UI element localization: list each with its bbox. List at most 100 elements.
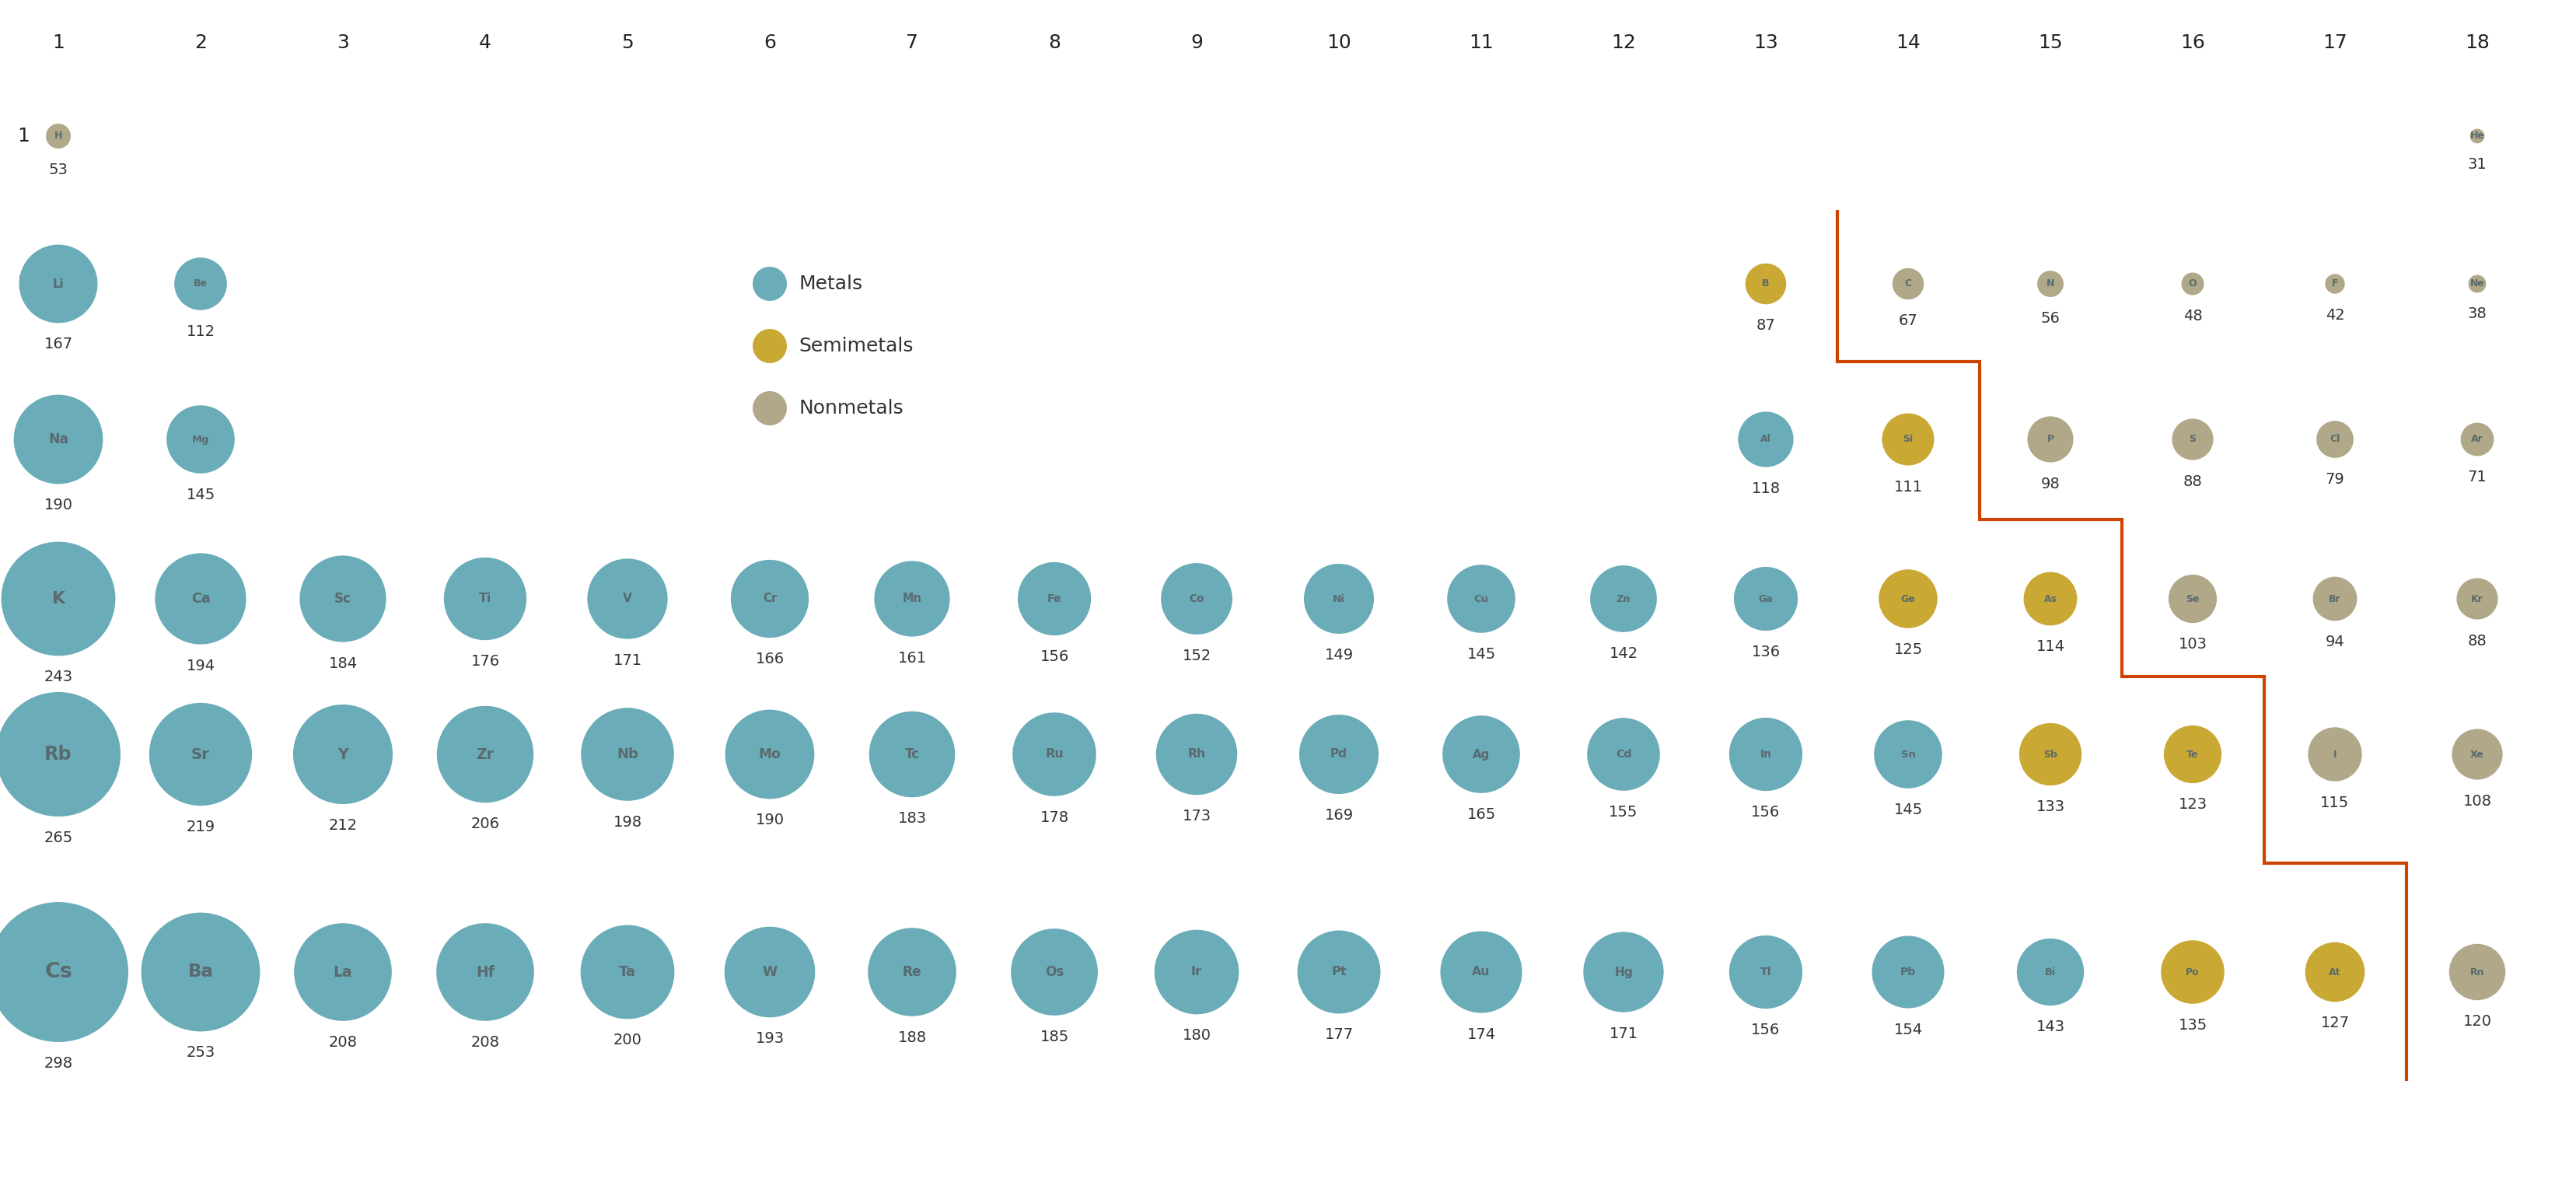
Text: Metals: Metals — [799, 275, 863, 293]
Text: P: P — [2048, 434, 2053, 445]
Ellipse shape — [2452, 728, 2504, 780]
Ellipse shape — [2308, 727, 2362, 781]
Ellipse shape — [142, 913, 260, 1031]
Text: 177: 177 — [1324, 1027, 1352, 1043]
Text: 243: 243 — [44, 670, 72, 684]
Text: 5: 5 — [18, 745, 28, 763]
Text: Si: Si — [1904, 434, 1914, 445]
Text: 31: 31 — [2468, 158, 2486, 172]
Text: 161: 161 — [896, 651, 927, 665]
Text: Pd: Pd — [1329, 749, 1347, 761]
Text: Tc: Tc — [904, 748, 920, 762]
Ellipse shape — [2313, 576, 2357, 621]
Text: 18: 18 — [2465, 33, 2488, 53]
Text: 71: 71 — [2468, 470, 2486, 484]
Ellipse shape — [1012, 713, 1097, 797]
Text: 156: 156 — [1752, 1023, 1780, 1037]
Text: 123: 123 — [2179, 798, 2208, 812]
Text: Cs: Cs — [44, 962, 72, 982]
Ellipse shape — [175, 257, 227, 310]
Text: 190: 190 — [755, 813, 783, 828]
Ellipse shape — [1162, 563, 1231, 634]
Text: 2: 2 — [18, 275, 28, 293]
Text: Cu: Cu — [1473, 593, 1489, 604]
Text: 3: 3 — [337, 33, 350, 53]
Text: 9: 9 — [1190, 33, 1203, 53]
Text: 7: 7 — [907, 33, 917, 53]
Text: N: N — [2045, 279, 2056, 289]
Text: He: He — [2470, 132, 2486, 141]
Ellipse shape — [13, 395, 103, 484]
Text: 171: 171 — [613, 653, 641, 667]
Text: Sn: Sn — [1901, 749, 1917, 759]
Text: Cr: Cr — [762, 593, 778, 605]
Text: Os: Os — [1046, 965, 1064, 980]
Text: Mn: Mn — [902, 593, 922, 605]
Text: Te: Te — [2187, 749, 2200, 759]
Text: B: B — [1762, 279, 1770, 289]
Text: 13: 13 — [1754, 33, 1777, 53]
Text: 79: 79 — [2326, 472, 2344, 487]
Ellipse shape — [1728, 718, 1803, 791]
Text: I: I — [2334, 749, 2336, 759]
Ellipse shape — [1018, 562, 1092, 635]
Ellipse shape — [2460, 422, 2494, 456]
Text: Ti: Ti — [479, 593, 492, 605]
Ellipse shape — [2038, 270, 2063, 297]
Text: 135: 135 — [2179, 1018, 2208, 1032]
Ellipse shape — [18, 245, 98, 323]
Text: F: F — [2331, 279, 2339, 289]
Text: 88: 88 — [2468, 634, 2486, 648]
Text: 206: 206 — [471, 817, 500, 831]
Ellipse shape — [2458, 578, 2499, 620]
Text: 185: 185 — [1041, 1030, 1069, 1044]
Ellipse shape — [580, 925, 675, 1019]
Ellipse shape — [2470, 129, 2483, 144]
Text: Cd: Cd — [1615, 749, 1631, 759]
Text: Mg: Mg — [191, 434, 209, 445]
Text: Ar: Ar — [2470, 434, 2483, 445]
Text: S: S — [2190, 434, 2197, 445]
Ellipse shape — [2326, 274, 2344, 294]
Ellipse shape — [868, 712, 956, 798]
Ellipse shape — [438, 706, 533, 803]
Ellipse shape — [1734, 567, 1798, 630]
Ellipse shape — [1878, 569, 1937, 628]
Text: Sc: Sc — [335, 592, 350, 606]
Ellipse shape — [2306, 942, 2365, 1002]
Text: Semimetals: Semimetals — [799, 337, 914, 355]
Text: 166: 166 — [755, 652, 783, 666]
Text: 111: 111 — [1893, 480, 1922, 494]
Text: 3: 3 — [18, 431, 28, 448]
Text: Mo: Mo — [757, 748, 781, 762]
Text: 198: 198 — [613, 814, 641, 830]
Text: Re: Re — [902, 965, 922, 980]
Ellipse shape — [0, 692, 121, 817]
Text: Na: Na — [49, 433, 70, 446]
Text: 2: 2 — [193, 33, 206, 53]
Text: H: H — [54, 132, 62, 141]
Ellipse shape — [1728, 935, 1803, 1008]
Ellipse shape — [1440, 932, 1522, 1013]
Text: 169: 169 — [1324, 808, 1352, 823]
Text: 176: 176 — [471, 654, 500, 669]
Text: Ca: Ca — [191, 592, 211, 606]
Text: Kr: Kr — [2470, 593, 2483, 604]
Text: 120: 120 — [2463, 1014, 2491, 1029]
Text: 127: 127 — [2321, 1015, 2349, 1031]
Text: 167: 167 — [44, 337, 72, 352]
Text: 193: 193 — [755, 1031, 783, 1046]
Text: 103: 103 — [2179, 637, 2208, 652]
Text: 4: 4 — [18, 590, 28, 608]
Ellipse shape — [1448, 565, 1515, 633]
Text: 149: 149 — [1324, 648, 1352, 663]
Ellipse shape — [294, 704, 392, 804]
Ellipse shape — [1157, 714, 1236, 795]
Text: 87: 87 — [1757, 318, 1775, 332]
Text: Sr: Sr — [191, 748, 209, 762]
Ellipse shape — [2316, 421, 2354, 458]
Ellipse shape — [868, 928, 956, 1017]
Text: 145: 145 — [1893, 803, 1922, 817]
Text: 180: 180 — [1182, 1029, 1211, 1043]
Text: 125: 125 — [1893, 642, 1922, 657]
